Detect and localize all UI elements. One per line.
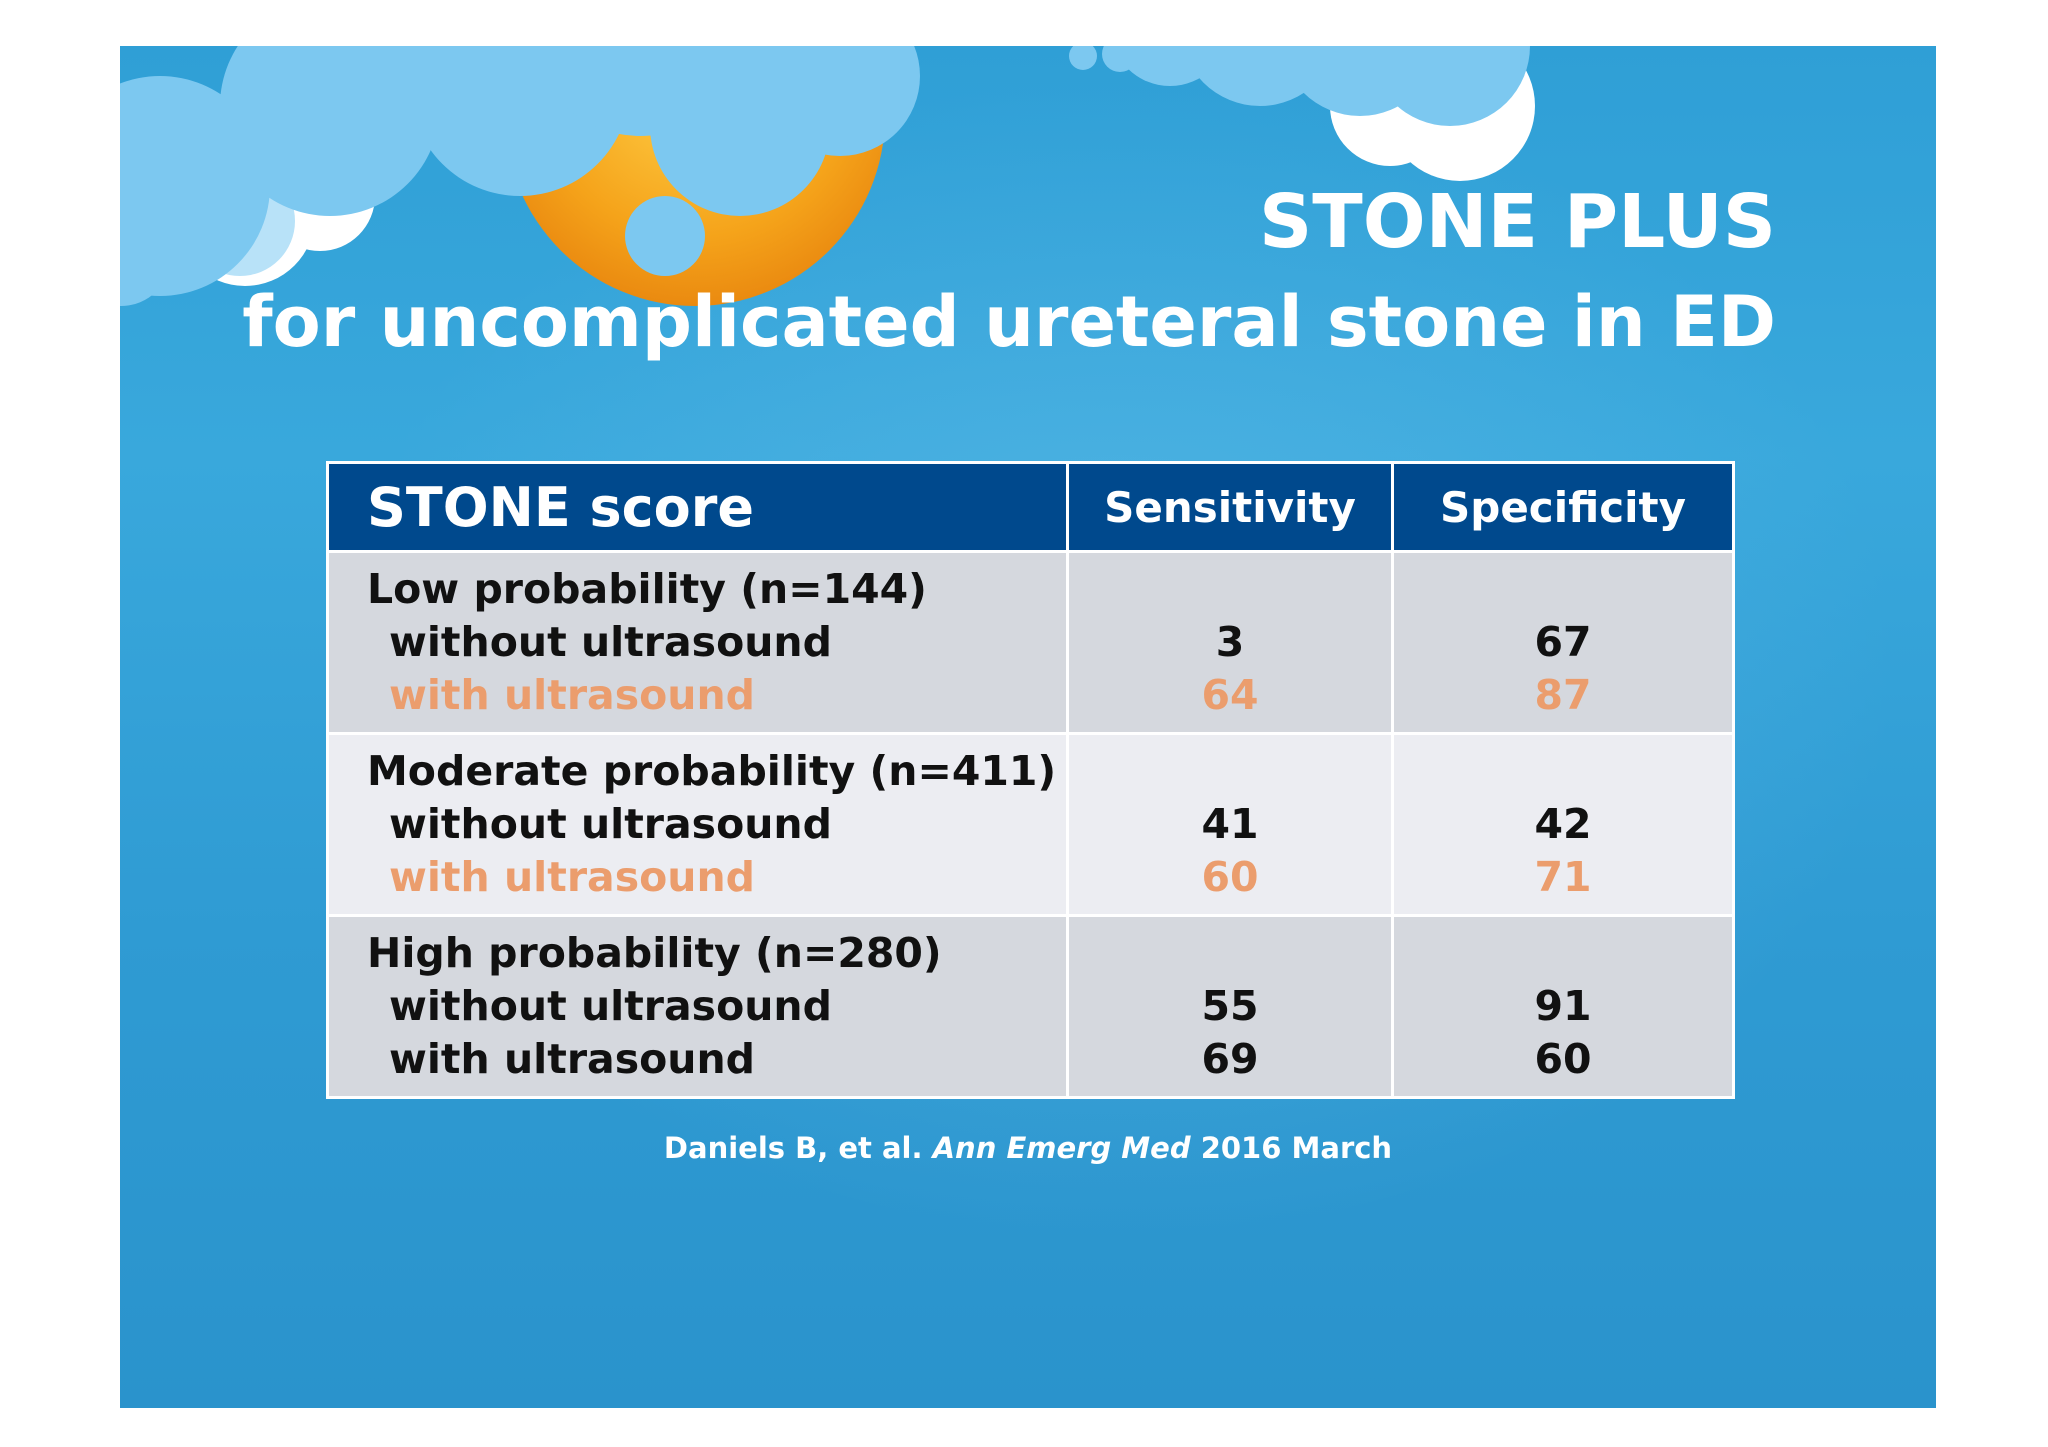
row-label: without ultrasound xyxy=(389,618,832,666)
sensitivity-cell: 0 41 60 xyxy=(1066,732,1394,917)
header-specificity: Specificity xyxy=(1391,461,1735,553)
sky-decoration xyxy=(120,46,1535,306)
row-label-cell: Low probability (n=144) without ultrasou… xyxy=(326,550,1069,735)
sensitivity-value: 3 xyxy=(1215,618,1245,666)
group-label: Moderate probability (n=411) xyxy=(367,747,1057,795)
row-label: without ultrasound xyxy=(389,982,832,1030)
specificity-value: 87 xyxy=(1534,671,1592,719)
specificity-cell: 0 91 60 xyxy=(1391,914,1735,1099)
sensitivity-cell: 0 55 69 xyxy=(1066,914,1394,1099)
title-line-2: for uncomplicated ureteral stone in ED xyxy=(242,281,1776,363)
table-row-high-probability: High probability (n=280) without ultraso… xyxy=(326,914,1735,1099)
group-label: Low probability (n=144) xyxy=(367,565,927,613)
cloud-left-icon xyxy=(120,46,920,306)
slide-title: STONE PLUS for uncomplicated ureteral st… xyxy=(242,172,1776,372)
header-stone-score: STONE score xyxy=(326,461,1069,553)
group-label: High probability (n=280) xyxy=(367,929,942,977)
stone-score-table: STONE score Sensitivity Specificity Low … xyxy=(326,461,1735,1099)
specificity-value: 91 xyxy=(1534,982,1592,1030)
cloud-right-icon xyxy=(1069,46,1535,181)
header-sensitivity: Sensitivity xyxy=(1066,461,1394,553)
specificity-cell: 0 67 87 xyxy=(1391,550,1735,735)
row-label: with ultrasound xyxy=(389,1035,756,1083)
sensitivity-value: 64 xyxy=(1201,671,1259,719)
citation: Daniels B, et al. Ann Emerg Med 2016 Mar… xyxy=(120,1131,1936,1165)
sensitivity-value: 41 xyxy=(1201,800,1259,848)
specificity-value: 42 xyxy=(1534,800,1592,848)
row-label-cell: Moderate probability (n=411) without ult… xyxy=(326,732,1069,917)
specificity-value: 60 xyxy=(1534,1035,1592,1083)
sensitivity-value: 69 xyxy=(1201,1035,1259,1083)
specificity-cell: 0 42 71 xyxy=(1391,732,1735,917)
specificity-value: 67 xyxy=(1534,618,1592,666)
row-label-cell: High probability (n=280) without ultraso… xyxy=(326,914,1069,1099)
specificity-value: 71 xyxy=(1534,853,1592,901)
sensitivity-cell: 0 3 64 xyxy=(1066,550,1394,735)
row-label: with ultrasound xyxy=(389,671,756,719)
citation-date: 2016 March xyxy=(1200,1131,1393,1165)
table-row-low-probability: Low probability (n=144) without ultrasou… xyxy=(326,550,1735,735)
sensitivity-value: 60 xyxy=(1201,853,1259,901)
sensitivity-value: 55 xyxy=(1201,982,1259,1030)
slide: STONE PLUS for uncomplicated ureteral st… xyxy=(120,46,1936,1408)
citation-authors: Daniels B, et al. xyxy=(663,1131,923,1165)
row-label: without ultrasound xyxy=(389,800,832,848)
row-label: with ultrasound xyxy=(389,853,756,901)
table-row-moderate-probability: Moderate probability (n=411) without ult… xyxy=(326,732,1735,917)
title-line-1: STONE PLUS xyxy=(1258,179,1776,265)
table-header-row: STONE score Sensitivity Specificity xyxy=(326,461,1735,553)
citation-journal: Ann Emerg Med xyxy=(932,1131,1191,1165)
